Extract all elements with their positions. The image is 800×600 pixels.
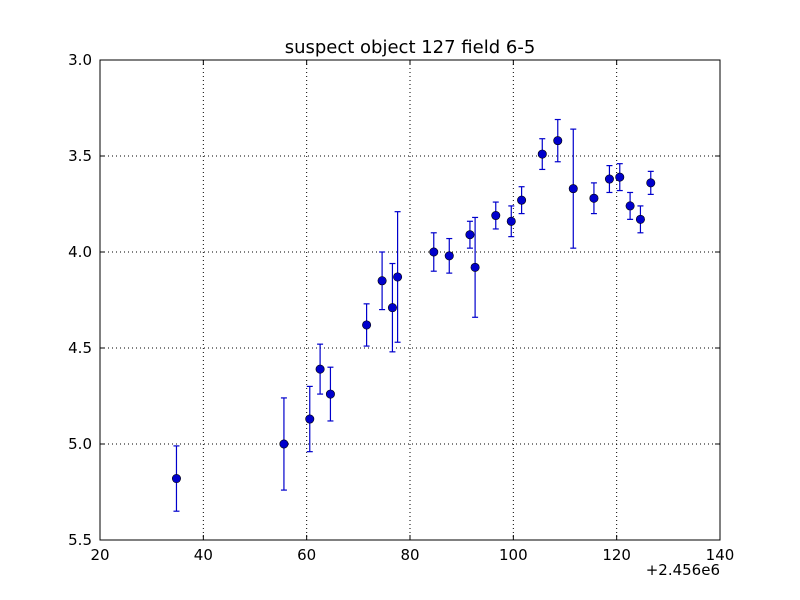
data-point [568, 184, 578, 194]
data-point [305, 414, 315, 424]
data-point [553, 136, 563, 146]
data-point [387, 303, 397, 313]
data-point [506, 216, 516, 226]
data-point [604, 174, 614, 184]
data-point [444, 251, 454, 261]
x-tick-label: 120 [602, 546, 631, 564]
x-tick-label: 80 [400, 546, 419, 564]
data-point [537, 149, 547, 159]
plot-frame [99, 59, 721, 541]
data-point [377, 276, 387, 286]
data-points [171, 136, 656, 484]
x-tick-label: 140 [706, 546, 735, 564]
grid [100, 60, 720, 540]
y-tick-label: 4.5 [68, 339, 92, 357]
data-point [315, 364, 325, 374]
data-point [362, 320, 372, 330]
chart-title: suspect object 127 field 6-5 [285, 37, 536, 58]
tick-labels: 20 40 60 80 100 120 140 3.0 3.5 4.0 4.5 5.0 5.5 [68, 51, 734, 564]
y-tick-label: 5.5 [68, 531, 92, 549]
x-offset-label: +2.456e6 [646, 561, 720, 579]
x-tick-label: 40 [194, 546, 213, 564]
data-point [635, 214, 645, 224]
data-point [171, 474, 181, 484]
x-tick-label: 100 [499, 546, 528, 564]
data-point [429, 247, 439, 257]
data-point [625, 201, 635, 211]
y-tick-label: 3.5 [68, 147, 92, 165]
data-point [470, 262, 480, 272]
data-point [279, 439, 289, 449]
x-tick-label: 60 [297, 546, 316, 564]
y-tick-label: 5.0 [68, 435, 92, 453]
x-tick-label: 20 [90, 546, 109, 564]
data-point [517, 195, 527, 205]
data-point [325, 389, 335, 399]
data-point [615, 172, 625, 182]
data-point [465, 230, 475, 240]
y-tick-label: 4.0 [68, 243, 92, 261]
y-tick-label: 3.0 [68, 51, 92, 69]
data-point [393, 272, 403, 282]
data-point [646, 178, 656, 188]
data-point [491, 211, 501, 221]
data-point [589, 193, 599, 203]
